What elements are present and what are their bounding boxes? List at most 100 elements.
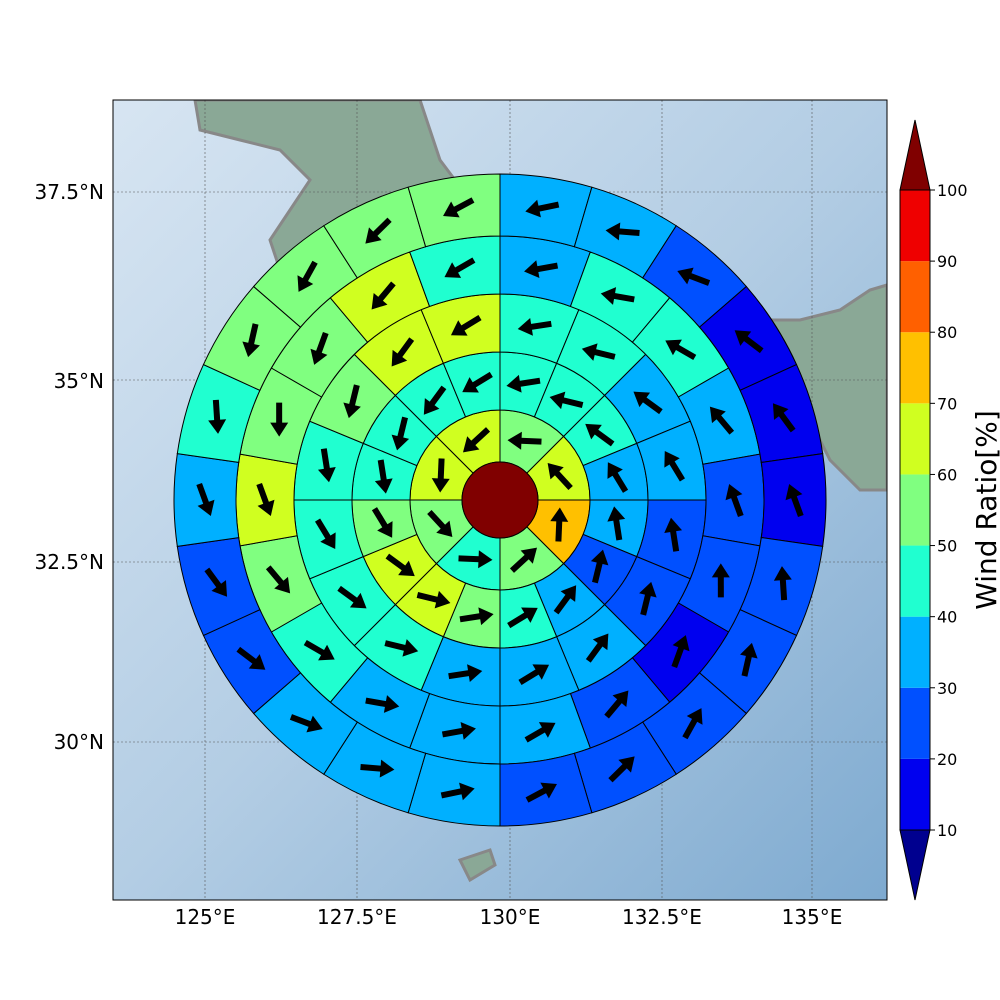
wind-arrow (270, 402, 289, 437)
colorbar-segment (900, 687, 930, 759)
wind-arrow (664, 450, 685, 482)
wind-arrow (431, 458, 450, 493)
wind-arrow (385, 553, 415, 577)
wind-arrow (265, 565, 291, 594)
lon-label: 132.5°E (622, 905, 702, 929)
lon-label: 125°E (175, 905, 236, 929)
colorbar-segment (900, 616, 930, 688)
wind-arrow (448, 664, 483, 683)
wind-arrow (391, 337, 415, 367)
wind-arrow (525, 199, 560, 218)
wind-arrow (633, 391, 663, 415)
wind-arrow (242, 323, 260, 358)
wind-arrow (682, 708, 703, 740)
wind-arrow (208, 399, 227, 434)
wind-arrow (785, 484, 804, 517)
colorbar-extend-high (899, 119, 931, 191)
wind-arrow (310, 331, 329, 365)
wind-arrow (506, 374, 541, 393)
map-frame (112, 99, 888, 901)
colorbar-tick-label: 40 (937, 608, 957, 627)
wind-arrow (462, 427, 491, 453)
colorbar-tick-label: 60 (937, 465, 957, 484)
wind-arrow (423, 385, 447, 415)
colorbar-tick-label: 90 (937, 252, 957, 271)
wind-arrow (462, 371, 493, 393)
wind-arrow (524, 260, 559, 278)
wind-arrow (525, 782, 557, 803)
wind-arrow (427, 509, 453, 538)
colorbar-extend-low (899, 829, 931, 901)
wind-arrow (365, 695, 400, 713)
wind-arrow (677, 267, 711, 286)
wind-arrow (518, 664, 550, 685)
colorbar-segment (900, 190, 930, 262)
wind-arrow (524, 722, 556, 743)
wind-arrow (517, 317, 552, 336)
colorbar-frame (899, 189, 931, 831)
colorbar-segment (900, 545, 930, 617)
colorbar-tick-label: 100 (937, 181, 968, 200)
wind-arrow (509, 547, 538, 573)
lon-label: 130°E (480, 905, 541, 929)
wind-arrow (343, 384, 361, 419)
lat-label: 37.5°N (35, 180, 105, 204)
colorbar-tick-label: 80 (937, 323, 957, 342)
wind-arrow (315, 518, 336, 550)
wind-arrow (585, 633, 609, 663)
wind-arrow (549, 391, 584, 410)
lat-label: 35°N (54, 369, 104, 393)
wind-arrow (443, 197, 475, 218)
wind-arrow (581, 343, 616, 361)
colorbar-tick-label: 70 (937, 394, 957, 413)
wind-arrow (337, 585, 367, 609)
wind-arrow (441, 722, 476, 740)
wind-arrow (391, 416, 410, 451)
colorbar-segment (900, 403, 930, 475)
wind-arrow (360, 759, 395, 778)
wind-arrow (590, 549, 609, 584)
wind-arrow (740, 642, 758, 677)
lon-label: 127.5°E (317, 905, 397, 929)
wind-arrow (725, 484, 744, 517)
wind-arrow (450, 315, 482, 336)
wind-arrow (196, 483, 215, 516)
wind-arrow (458, 550, 493, 569)
wind-arrow (297, 260, 318, 292)
wind-arrow (550, 507, 569, 542)
wind-arrow (607, 462, 629, 493)
wind-arrow (289, 714, 323, 733)
wind-arrows (196, 197, 804, 803)
wind-arrow (371, 281, 396, 310)
colorbar-label: Wind Ratio[%] (970, 410, 1000, 610)
wind-arrow (459, 607, 494, 626)
wind-arrow (664, 517, 683, 552)
wind-arrow (256, 483, 275, 516)
wind-arrow (384, 639, 419, 657)
wind-arrow (585, 423, 615, 447)
wind-arrow (444, 257, 476, 278)
wind-arrow (671, 635, 690, 669)
wind-arrow (371, 507, 393, 538)
wind-arrow (507, 431, 542, 450)
latitude-labels: 37.5°N 35°N 32.5°N 30°N (35, 180, 105, 754)
colorbar-segment (900, 261, 930, 333)
colorbar-segment (900, 474, 930, 546)
lon-label: 135°E (782, 905, 843, 929)
wind-arrow (547, 462, 573, 491)
colorbar-ticks: 10 20 30 40 50 60 70 80 90 100 (930, 181, 968, 840)
colorbar-tick-label: 30 (937, 679, 957, 698)
wind-arrow (600, 287, 635, 305)
wind-arrow (608, 756, 635, 783)
wind-arrow (303, 639, 335, 661)
wind-arrow (772, 403, 796, 433)
wind-arrow (440, 782, 475, 801)
wind-arrow (317, 448, 336, 483)
wind-arrow (507, 607, 538, 629)
wind-arrow (553, 585, 577, 615)
longitude-labels: 125°E 127.5°E 130°E 132.5°E 135°E (175, 905, 843, 929)
colorbar-segment (900, 332, 930, 404)
wind-arrow (416, 590, 451, 609)
colorbar-tick-label: 50 (937, 537, 957, 556)
